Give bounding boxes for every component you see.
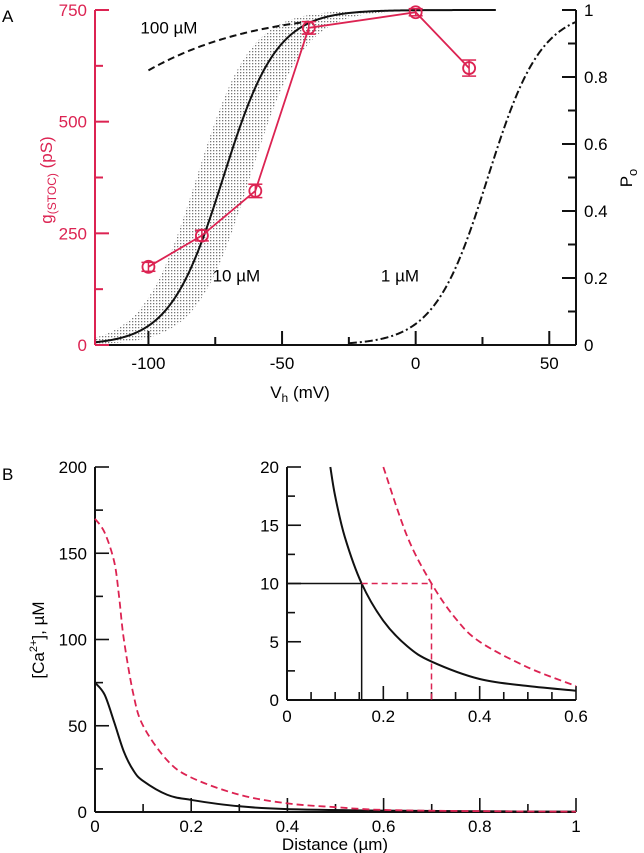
panel-a-y2label: Po xyxy=(617,169,640,188)
x-tick-label: 0 xyxy=(411,354,420,373)
po-curve xyxy=(348,21,577,345)
x-tick-label: 50 xyxy=(540,354,559,373)
right-tick-label: 0.8 xyxy=(584,68,608,87)
data-point xyxy=(248,183,263,198)
y-tick-label: 200 xyxy=(59,458,87,477)
left-tick-label: 250 xyxy=(59,224,87,243)
concentration-curve-black xyxy=(94,681,577,813)
y-tick-label: 5 xyxy=(270,633,279,652)
x-tick-label: 0 xyxy=(282,707,291,726)
panel-a-ylabel: g(STOC) (pS) xyxy=(37,136,59,223)
right-tick-label: 0 xyxy=(584,336,593,355)
data-point xyxy=(141,259,156,274)
x-tick-label: 0.6 xyxy=(372,817,396,836)
y-tick-label: 0 xyxy=(78,803,87,822)
data-line xyxy=(147,11,470,268)
x-tick-label: 0.2 xyxy=(372,707,396,726)
x-tick-label: -50 xyxy=(270,354,295,373)
curve-label: 1 µM xyxy=(381,266,419,285)
data-point xyxy=(462,61,477,75)
x-tick-label: -100 xyxy=(131,354,165,373)
left-tick-label: 500 xyxy=(59,113,87,132)
right-tick-label: 0.6 xyxy=(584,135,608,154)
right-tick-label: 0.2 xyxy=(584,269,608,288)
x-tick-label: 0.4 xyxy=(276,817,300,836)
x-tick-label: 1 xyxy=(571,817,580,836)
concentration-curve-red xyxy=(94,518,577,813)
concentration-curve-black xyxy=(329,466,577,692)
panel-a-label: A xyxy=(2,7,14,26)
x-tick-label: 0 xyxy=(90,817,99,836)
curve-label: 10 µM xyxy=(213,266,261,285)
y-tick-label: 50 xyxy=(68,717,87,736)
y-tick-label: 20 xyxy=(260,458,279,477)
x-tick-label: 0.6 xyxy=(564,707,588,726)
curve-label: 100 µM xyxy=(140,18,197,37)
x-tick-label: 0.2 xyxy=(179,817,203,836)
x-tick-label: 0.4 xyxy=(468,707,492,726)
data-point xyxy=(301,20,316,35)
x-tick-label: 0.8 xyxy=(468,817,492,836)
concentration-curve-red xyxy=(382,466,577,687)
left-tick-label: 750 xyxy=(59,1,87,20)
y-tick-label: 100 xyxy=(59,631,87,650)
confidence-band xyxy=(95,10,496,344)
right-tick-label: 1 xyxy=(584,1,593,20)
panel-b-label: B xyxy=(2,465,13,484)
data-point xyxy=(194,228,209,243)
y-tick-label: 10 xyxy=(260,575,279,594)
right-tick-label: 0.4 xyxy=(584,202,608,221)
panel-b-ylabel: [Ca2+], µM xyxy=(28,601,48,678)
panel-b-xlabel: Distance (µm) xyxy=(282,835,388,853)
panel-a-xlabel: Vh (mV) xyxy=(270,383,330,405)
y-tick-label: 0 xyxy=(270,691,279,710)
po-curve xyxy=(94,9,496,344)
data-point xyxy=(408,5,423,20)
y-tick-label: 15 xyxy=(260,516,279,535)
y-tick-label: 150 xyxy=(59,544,87,563)
left-tick-label: 0 xyxy=(78,336,87,355)
